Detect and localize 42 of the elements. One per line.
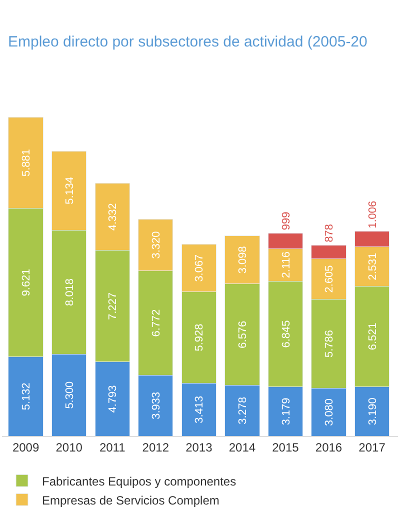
data-label: 3.098	[237, 246, 249, 274]
x-tick-label: 2009	[12, 440, 40, 454]
data-label: 6.772	[150, 309, 162, 337]
x-tick-label: 2010	[56, 440, 83, 454]
data-label: 2.605	[324, 265, 336, 293]
data-label: 6.845	[280, 320, 292, 348]
x-tick-label: 2016	[315, 440, 342, 454]
data-label: 4.793	[107, 385, 120, 413]
data-label: 3.320	[150, 231, 162, 259]
data-label: 999	[280, 212, 292, 230]
legend-label: Empresas de Servicios Complem	[42, 493, 220, 508]
data-label: 3.179	[280, 398, 292, 426]
data-label: 3.278	[237, 396, 249, 424]
chart-title: Empleo directo por subsectores de actividad (2005-20	[8, 34, 368, 51]
data-label: 5.928	[194, 324, 206, 352]
data-label: 1.006	[366, 200, 379, 228]
data-label: 2.116	[280, 252, 292, 278]
data-label: 5.786	[324, 330, 336, 358]
data-label: 8.018	[64, 278, 76, 306]
x-tick-label: 2011	[99, 440, 126, 454]
data-label: 3.413	[194, 396, 206, 424]
data-label: 6.521	[366, 322, 379, 350]
x-tick-label: 2012	[142, 440, 170, 454]
data-label: 6.576	[237, 320, 249, 348]
data-label: 9.621	[20, 268, 33, 296]
x-tick-label: 2013	[186, 440, 213, 454]
data-label: 878	[324, 224, 336, 242]
data-label: 5.134	[64, 176, 76, 204]
data-label: 3.933	[150, 392, 162, 420]
x-tick-label: 2015	[272, 440, 300, 454]
data-label: 3.080	[324, 398, 336, 426]
data-label: 5.300	[64, 381, 76, 409]
data-label: 7.227	[107, 292, 120, 320]
data-label: 5.881	[20, 149, 33, 176]
data-label: 5.132	[20, 382, 33, 410]
x-tick-label: 2014	[228, 440, 256, 454]
data-label: 3.190	[366, 398, 379, 426]
x-tick-label: 2017	[358, 440, 386, 454]
data-label: 2.531	[366, 252, 379, 280]
legend-label: Fabricantes Equipos y componentes	[42, 474, 236, 488]
data-label: 3.067	[194, 254, 206, 282]
data-label: 4.332	[107, 203, 120, 231]
